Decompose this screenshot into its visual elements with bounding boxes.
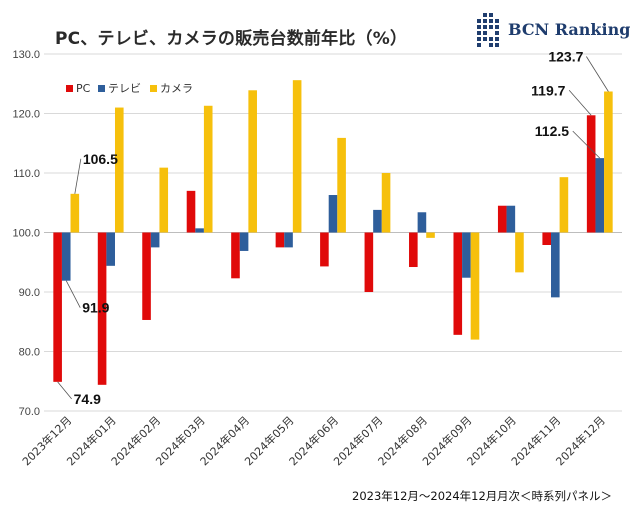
y-tick-label: 110.0 (13, 168, 40, 180)
annotation-leader (586, 56, 609, 92)
data-label: 119.7 (531, 82, 565, 98)
bcn-logo-text: BCN Ranking (508, 20, 630, 39)
bar-tv (417, 212, 427, 233)
annotation-leader (568, 90, 592, 116)
bar-tv (551, 232, 560, 298)
bar-tv (284, 232, 293, 248)
legend-swatch (150, 85, 157, 92)
bar-camera (248, 90, 257, 233)
bar-pc (320, 232, 329, 267)
bar-tv (373, 209, 382, 233)
bar-pc (142, 232, 151, 320)
bar-pc (275, 232, 285, 248)
y-tick-label: 120.0 (12, 109, 40, 121)
data-label: 112.5 (535, 123, 569, 139)
bar-camera (70, 193, 80, 233)
bar-pc (97, 232, 107, 385)
bar-pc (542, 232, 552, 245)
legend-label: テレビ (108, 82, 141, 95)
panel-note: 月次＜時系列パネル＞ (497, 489, 612, 503)
data-label: 91.9 (82, 300, 109, 316)
legend-swatch (66, 85, 73, 92)
bar-camera (604, 91, 613, 233)
bar-pc (497, 205, 507, 233)
period-caption: 2023年12月～2024年12月 (352, 489, 498, 503)
bar-camera (559, 177, 569, 233)
legend-label: PC (76, 82, 91, 95)
bar-pc (231, 232, 240, 279)
bar-tv (150, 232, 160, 248)
bar-tv (462, 232, 471, 278)
bar-camera (114, 107, 124, 233)
bar-camera (337, 137, 346, 233)
bar-tv (595, 158, 605, 233)
bcn-ranking-logo: BCN Ranking (474, 12, 630, 50)
bar-pc (409, 232, 418, 268)
bar-pc (453, 232, 463, 335)
data-label: 74.9 (74, 391, 101, 407)
bar-camera (470, 232, 480, 340)
annotation-leader (572, 130, 601, 159)
data-label: 106.5 (83, 151, 118, 167)
bar-camera (381, 173, 391, 233)
bar-camera (515, 232, 524, 273)
bar-pc (586, 115, 596, 233)
bar-camera (159, 167, 169, 233)
annotation-leader (74, 158, 82, 194)
bar-camera (203, 105, 213, 233)
legend-label: カメラ (160, 82, 193, 95)
data-label: 123.7 (548, 48, 583, 64)
bar-tv (506, 205, 516, 233)
annotation-leader (65, 280, 81, 308)
legend-swatch (98, 85, 105, 92)
y-tick-label: 90.0 (19, 287, 40, 299)
bar-tv (195, 228, 204, 233)
y-tick-label: 80.0 (19, 347, 40, 359)
bar-pc (53, 232, 62, 382)
bar-pc (364, 232, 374, 292)
bcn-logo-icon (477, 13, 499, 47)
bar-camera (292, 80, 302, 233)
bar-pc (186, 190, 196, 233)
bar-tv (106, 232, 115, 266)
y-tick-label: 130.0 (12, 49, 40, 61)
chart-title: PC、テレビ、カメラの販売台数前年比（%） (55, 29, 408, 49)
y-tick-label: 70.0 (19, 406, 40, 418)
y-tick-label: 100.0 (12, 228, 40, 240)
bar-tv (61, 232, 71, 281)
bar-camera (426, 232, 435, 238)
bar-tv (328, 195, 338, 233)
annotation-leader (57, 381, 72, 400)
bar-tv (239, 232, 249, 251)
